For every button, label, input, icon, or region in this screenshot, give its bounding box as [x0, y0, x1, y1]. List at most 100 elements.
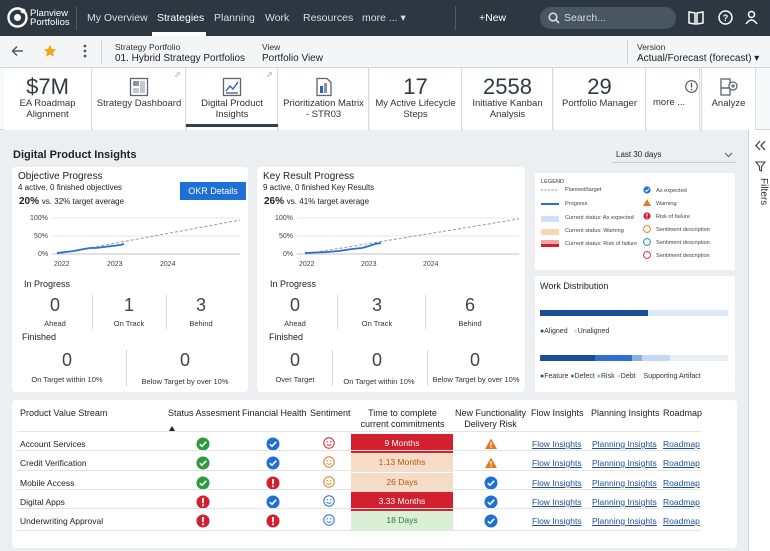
on-target-label: On Target within 10% — [343, 377, 415, 386]
planning-insights-link[interactable]: Planning Insights — [592, 458, 657, 468]
tile-prioritization-matrix[interactable]: Prioritization Matrix - STR03 — [279, 68, 369, 130]
roadmap-link[interactable]: Roadmap — [663, 497, 700, 507]
tile-digital-product-insights[interactable]: ⬀ Digital Product Insights — [187, 68, 278, 130]
dot-icon: ● — [596, 373, 601, 380]
nav-work[interactable]: Work — [265, 12, 290, 24]
strategy-portfolio-value[interactable]: 01. Hybrid Strategy Portfolios — [115, 53, 246, 64]
in-progress-label: In Progress — [270, 279, 317, 289]
status-ok-icon — [196, 437, 210, 451]
external-link-icon: ⬀ — [174, 70, 181, 79]
active-nav-indicator — [152, 32, 206, 36]
on-track-count: 3 — [371, 295, 382, 315]
legend-item: Current status: Risk of failure — [565, 241, 638, 247]
roadmap-link[interactable]: Roadmap — [663, 458, 700, 468]
planning-insights-link[interactable]: Planning Insights — [592, 478, 657, 488]
filters-rail[interactable]: Filters — [748, 130, 770, 551]
tile-portfolio-manager[interactable]: 29 Portfolio Manager — [554, 68, 646, 130]
active-tile-indicator — [186, 124, 278, 127]
kebab-menu-icon[interactable] — [83, 44, 87, 58]
okr-details-button[interactable]: OKR Details — [180, 182, 246, 200]
behind-label: Behind — [189, 319, 213, 328]
delivery-ok-icon — [484, 495, 498, 509]
roadmap-link[interactable]: Roadmap — [663, 516, 700, 526]
column-header-flow: Flow Insights — [531, 408, 584, 418]
row-product-name: Underwriting Approval — [20, 516, 104, 526]
nav-my-overview[interactable]: My Overview — [87, 12, 148, 24]
in-progress-label: In Progress — [24, 279, 71, 289]
collapse-chevrons-icon[interactable] — [755, 140, 766, 151]
on-track-label: On Track — [361, 319, 393, 328]
version-label: Version — [637, 42, 666, 52]
tile-more[interactable]: more ... — [647, 68, 700, 130]
financial-ok-icon — [266, 437, 280, 451]
flow-insights-link[interactable]: Flow Insights — [532, 458, 582, 468]
flow-insights-link[interactable]: Flow Insights — [532, 478, 582, 488]
divider — [92, 295, 93, 329]
tile-ea-roadmap[interactable]: $7M EA Roadmap Alignment — [4, 68, 92, 130]
flow-insights-link[interactable]: Flow Insights — [532, 497, 582, 507]
divider — [425, 295, 426, 329]
time-to-complete-cell: 18 Days — [351, 511, 453, 530]
roadmap-link[interactable]: Roadmap — [663, 439, 700, 449]
version-select[interactable]: Actual/Forecast (forecast) ▾ — [637, 53, 760, 64]
below-target-count: 0 — [179, 350, 190, 370]
sentiment-icon — [643, 225, 651, 233]
tile-value: 17 — [403, 74, 428, 99]
favorite-star-icon[interactable] — [43, 44, 57, 58]
defect-segment — [595, 355, 632, 361]
sort-ascending-icon[interactable] — [169, 426, 175, 431]
delivery-warning-icon — [485, 457, 497, 468]
tile-strategy-dashboard[interactable]: ⬀ Strategy Dashboard — [93, 68, 186, 130]
user-icon[interactable] — [745, 10, 758, 25]
key-result-progress-card: Key Result Progress 9 active, 0 finished… — [257, 167, 525, 392]
alignment-bar — [540, 310, 728, 316]
legend-item: As expected — [656, 188, 687, 194]
view-value[interactable]: Portfolio View — [262, 53, 323, 64]
column-header-status[interactable]: Status Assesment — [168, 408, 241, 418]
help-icon[interactable]: ? — [718, 10, 733, 25]
progress-pct: 26% — [264, 196, 285, 207]
nav-planning[interactable]: Planning — [214, 12, 255, 24]
nav-resources[interactable]: Resources — [303, 12, 354, 24]
legend-risk: Risk — [600, 373, 615, 380]
delivery-warning-icon — [485, 438, 497, 449]
tile-value: 2558 — [483, 74, 532, 99]
period-select[interactable]: Last 30 days — [612, 147, 736, 163]
flow-insights-link[interactable]: Flow Insights — [532, 439, 582, 449]
roadmap-link[interactable]: Roadmap — [663, 478, 700, 488]
tile-label: EA Roadmap Alignment — [19, 98, 76, 120]
new-button[interactable]: +New — [479, 12, 507, 24]
over-target-count: 0 — [289, 350, 300, 370]
nav-more[interactable]: more ... ▾ — [362, 12, 406, 24]
card-title: Work Distribution — [540, 281, 609, 291]
row-divider — [17, 530, 701, 531]
planning-insights-link[interactable]: Planning Insights — [592, 497, 657, 507]
planning-insights-link[interactable]: Planning Insights — [592, 516, 657, 526]
planning-insights-link[interactable]: Planning Insights — [592, 439, 657, 449]
warning-icon — [643, 199, 651, 206]
search-box[interactable]: Search... — [540, 7, 676, 29]
book-icon[interactable] — [688, 10, 704, 25]
legend-unaligned: Unaligned — [577, 328, 610, 335]
x-tick-2023: 2023 — [361, 261, 377, 268]
view-label: View — [262, 42, 281, 52]
back-arrow-icon[interactable] — [11, 45, 24, 57]
tile-label: Prioritization Matrix - STR03 — [283, 98, 364, 120]
risk-swatch-dark — [541, 244, 559, 247]
row-divider — [17, 470, 701, 471]
flow-insights-link[interactable]: Flow Insights — [532, 516, 582, 526]
tile-analyze[interactable]: Analyze — [701, 68, 756, 130]
row-divider — [17, 489, 701, 490]
legend-item: Warning — [656, 201, 677, 207]
over-target-label: Over Target — [275, 375, 315, 384]
nav-strategies[interactable]: Strategies — [157, 12, 205, 24]
legend-debt: Debt — [620, 373, 636, 380]
tile-kanban-analysis[interactable]: 2558 Initiative Kanban Analysis — [463, 68, 553, 130]
search-icon — [548, 12, 560, 24]
legend-item: Sentiment description — [656, 253, 710, 259]
delivery-ok-icon — [484, 476, 498, 490]
sentiment-face-icon — [323, 476, 335, 488]
dashboard-icon — [129, 77, 149, 97]
planview-logo[interactable] — [7, 7, 28, 28]
tile-active-lifecycle-steps[interactable]: 17 My Active Lifecycle Steps — [370, 68, 462, 130]
